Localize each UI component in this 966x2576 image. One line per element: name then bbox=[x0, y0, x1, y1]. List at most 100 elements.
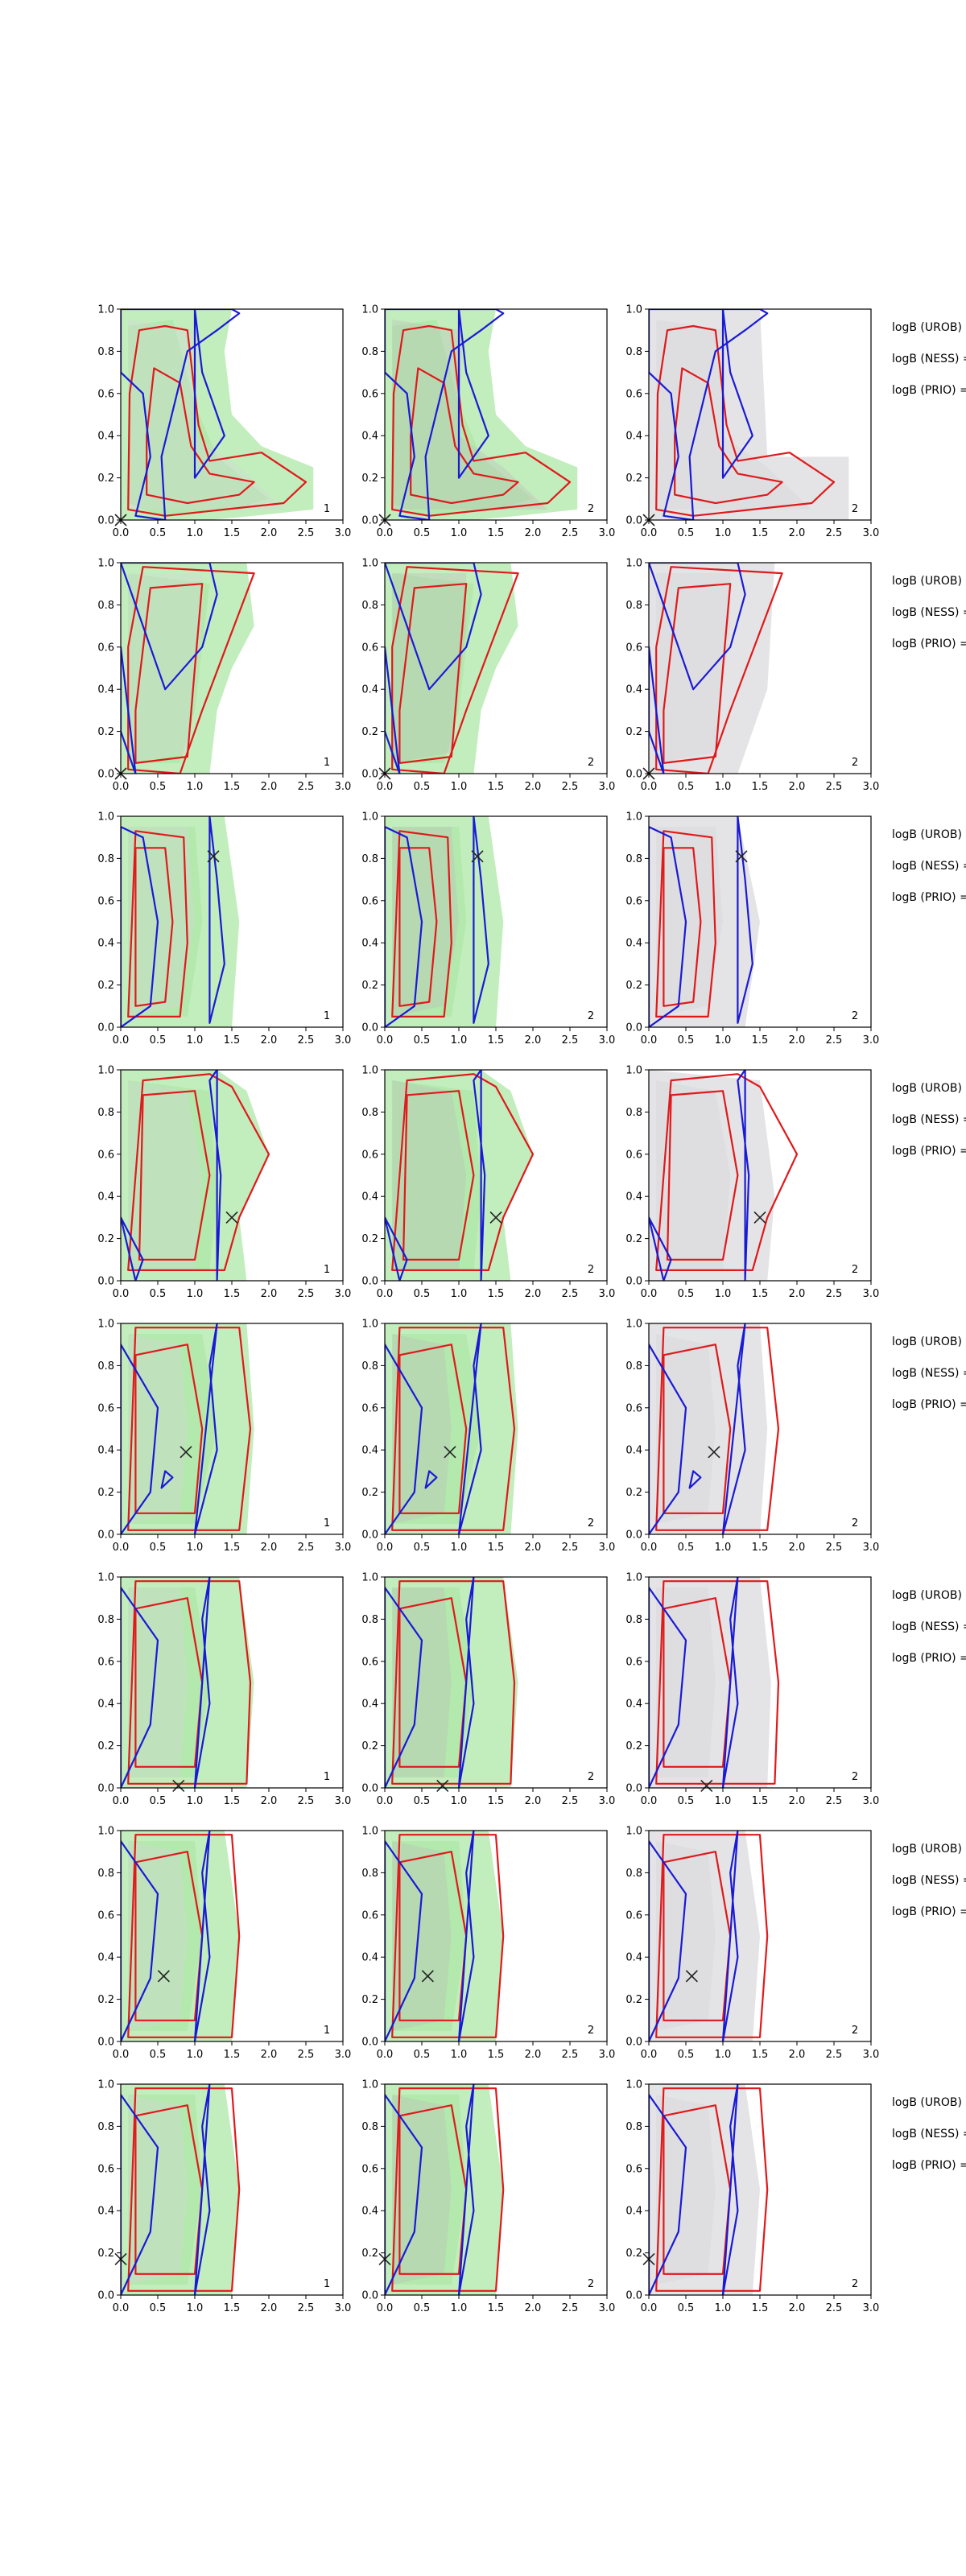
x-tick-label: 1.0 bbox=[451, 781, 468, 793]
contour-blue bbox=[473, 1070, 486, 1281]
x-tick-label: 1.0 bbox=[451, 1542, 468, 1554]
density-fill-gray bbox=[656, 320, 812, 510]
panel-number: 2 bbox=[588, 1010, 594, 1022]
density-fill-green bbox=[392, 1080, 481, 1270]
contour-red bbox=[663, 847, 702, 1007]
y-tick-label: 0.8 bbox=[625, 1868, 642, 1880]
y-tick-label: 0.4 bbox=[625, 2206, 642, 2218]
x-tick-label: 1.5 bbox=[224, 1795, 241, 1807]
contour-red bbox=[398, 1851, 468, 2021]
logb-label: logB (NESS) = bbox=[892, 1874, 966, 1887]
y-tick-label: 0.0 bbox=[361, 2290, 378, 2302]
y-tick-label: 1.0 bbox=[361, 558, 378, 570]
contour-blue bbox=[385, 309, 505, 520]
y-tick-label: 0.2 bbox=[361, 2248, 378, 2260]
x-tick-label: 0.0 bbox=[113, 1288, 130, 1300]
logb-label: logB (UROB) = bbox=[892, 1589, 966, 1602]
contour-blue bbox=[457, 1831, 475, 2041]
density-fill-green bbox=[128, 1080, 217, 1270]
contour-blue bbox=[457, 2084, 475, 2295]
x-tick-label: 1.5 bbox=[752, 527, 769, 539]
panel-r8-c3: 0.0 0.5 1.0 1.5 2.0 2.5 3.0 0.0 0.2 0.4 0.6 0.8 1.0 2 bbox=[625, 2079, 879, 2315]
density-fill-green bbox=[392, 827, 467, 1017]
x-tick-label: 1.5 bbox=[752, 1542, 769, 1554]
x-tick-label: 0.0 bbox=[641, 2302, 658, 2314]
x-tick-label: 2.0 bbox=[789, 1542, 806, 1554]
y-tick-label: 1.0 bbox=[361, 2079, 378, 2091]
y-tick-label: 1.0 bbox=[97, 2079, 114, 2091]
x-marker bbox=[207, 850, 220, 863]
x-tick-label: 0.0 bbox=[641, 1795, 658, 1807]
density-fill-green bbox=[128, 2095, 203, 2285]
x-tick-label: 0.0 bbox=[377, 1288, 394, 1300]
y-tick-label: 0.6 bbox=[361, 1656, 378, 1668]
panel-number: 2 bbox=[588, 1517, 594, 1530]
contour-red bbox=[134, 1851, 204, 2021]
x-tick-label: 0.0 bbox=[641, 1542, 658, 1554]
y-tick-label: 0.2 bbox=[97, 980, 114, 992]
x-tick-label: 1.5 bbox=[752, 2302, 769, 2314]
contour-red bbox=[134, 1344, 204, 1514]
x-marker bbox=[180, 1446, 192, 1459]
y-tick-label: 0.4 bbox=[97, 1699, 114, 1711]
contour-blue bbox=[688, 1470, 702, 1489]
contour-red bbox=[655, 830, 716, 1018]
contour-blue bbox=[649, 309, 769, 520]
contour-red bbox=[134, 847, 174, 1007]
y-tick-label: 0.4 bbox=[361, 1952, 378, 1964]
y-tick-label: 0.2 bbox=[97, 1233, 114, 1245]
x-marker bbox=[489, 1211, 502, 1224]
x-marker bbox=[685, 1970, 698, 1983]
y-tick-label: 1.0 bbox=[361, 1826, 378, 1838]
panel-number: 1 bbox=[324, 2278, 330, 2290]
x-tick-label: 1.5 bbox=[488, 1795, 505, 1807]
contour-red bbox=[398, 847, 438, 1007]
density-fill-gray bbox=[656, 1841, 716, 2031]
y-tick-label: 0.2 bbox=[625, 1994, 642, 2006]
y-tick-label: 0.4 bbox=[361, 431, 378, 443]
contour-red bbox=[127, 566, 255, 774]
x-tick-label: 1.0 bbox=[187, 1542, 204, 1554]
x-tick-label: 2.0 bbox=[525, 2049, 542, 2061]
x-tick-label: 2.0 bbox=[789, 2049, 806, 2061]
y-tick-label: 0.8 bbox=[361, 1614, 378, 1626]
panel-number: 2 bbox=[852, 1517, 858, 1530]
density-fill-gray bbox=[128, 1334, 188, 1524]
y-tick-label: 0.4 bbox=[97, 1191, 114, 1203]
y-tick-label: 0.6 bbox=[361, 388, 378, 400]
x-tick-label: 0.0 bbox=[113, 2302, 130, 2314]
contour-blue bbox=[385, 563, 482, 691]
contour-blue bbox=[649, 1344, 687, 1534]
y-tick-label: 0.8 bbox=[97, 1868, 114, 1880]
panel-r7-c2: 0.0 0.5 1.0 1.5 2.0 2.5 3.0 0.0 0.2 0.4 0.6 0.8 1.0 2 bbox=[361, 1826, 615, 2062]
x-tick-label: 0.0 bbox=[377, 2302, 394, 2314]
panel-plot-area bbox=[385, 1070, 535, 1281]
x-tick-label: 3.0 bbox=[335, 1034, 352, 1046]
panel-r2-c1: 0.0 0.5 1.0 1.5 2.0 2.5 3.0 0.0 0.2 0.4 0.6 0.8 1.0 1 bbox=[97, 558, 351, 794]
y-tick-label: 0.0 bbox=[625, 515, 642, 527]
panel-r4-c1: 0.0 0.5 1.0 1.5 2.0 2.5 3.0 0.0 0.2 0.4 0.6 0.8 1.0 1 bbox=[97, 1065, 351, 1301]
x-tick-label: 2.5 bbox=[562, 527, 579, 539]
x-tick-label: 0.5 bbox=[150, 2049, 167, 2061]
x-tick-label: 1.5 bbox=[752, 781, 769, 793]
contour-blue bbox=[721, 309, 753, 479]
contour-red bbox=[134, 583, 204, 764]
contour-red bbox=[663, 1851, 732, 2021]
x-tick-label: 1.0 bbox=[451, 1795, 468, 1807]
x-tick-label: 1.5 bbox=[224, 1542, 241, 1554]
y-tick-label: 0.8 bbox=[625, 853, 642, 865]
x-tick-label: 0.5 bbox=[414, 781, 431, 793]
y-tick-label: 0.8 bbox=[625, 1107, 642, 1119]
y-tick-label: 0.2 bbox=[361, 1487, 378, 1499]
contour-red bbox=[655, 1580, 780, 1785]
y-tick-label: 0.4 bbox=[97, 938, 114, 950]
panel-r5-c1: 0.0 0.5 1.0 1.5 2.0 2.5 3.0 0.0 0.2 0.4 0.6 0.8 1.0 1 bbox=[97, 1319, 351, 1554]
panel-r6-c3: 0.0 0.5 1.0 1.5 2.0 2.5 3.0 0.0 0.2 0.4 0.6 0.8 1.0 2 bbox=[625, 1572, 879, 1808]
panel-number: 2 bbox=[852, 503, 858, 515]
y-tick-label: 0.0 bbox=[97, 769, 114, 781]
x-tick-label: 1.0 bbox=[187, 1288, 204, 1300]
y-tick-label: 1.0 bbox=[625, 1065, 642, 1077]
y-tick-label: 0.6 bbox=[97, 642, 114, 654]
x-tick-label: 3.0 bbox=[863, 1034, 880, 1046]
panel-r8-c1: 0.0 0.5 1.0 1.5 2.0 2.5 3.0 0.0 0.2 0.4 0.6 0.8 1.0 1 bbox=[97, 2079, 351, 2315]
